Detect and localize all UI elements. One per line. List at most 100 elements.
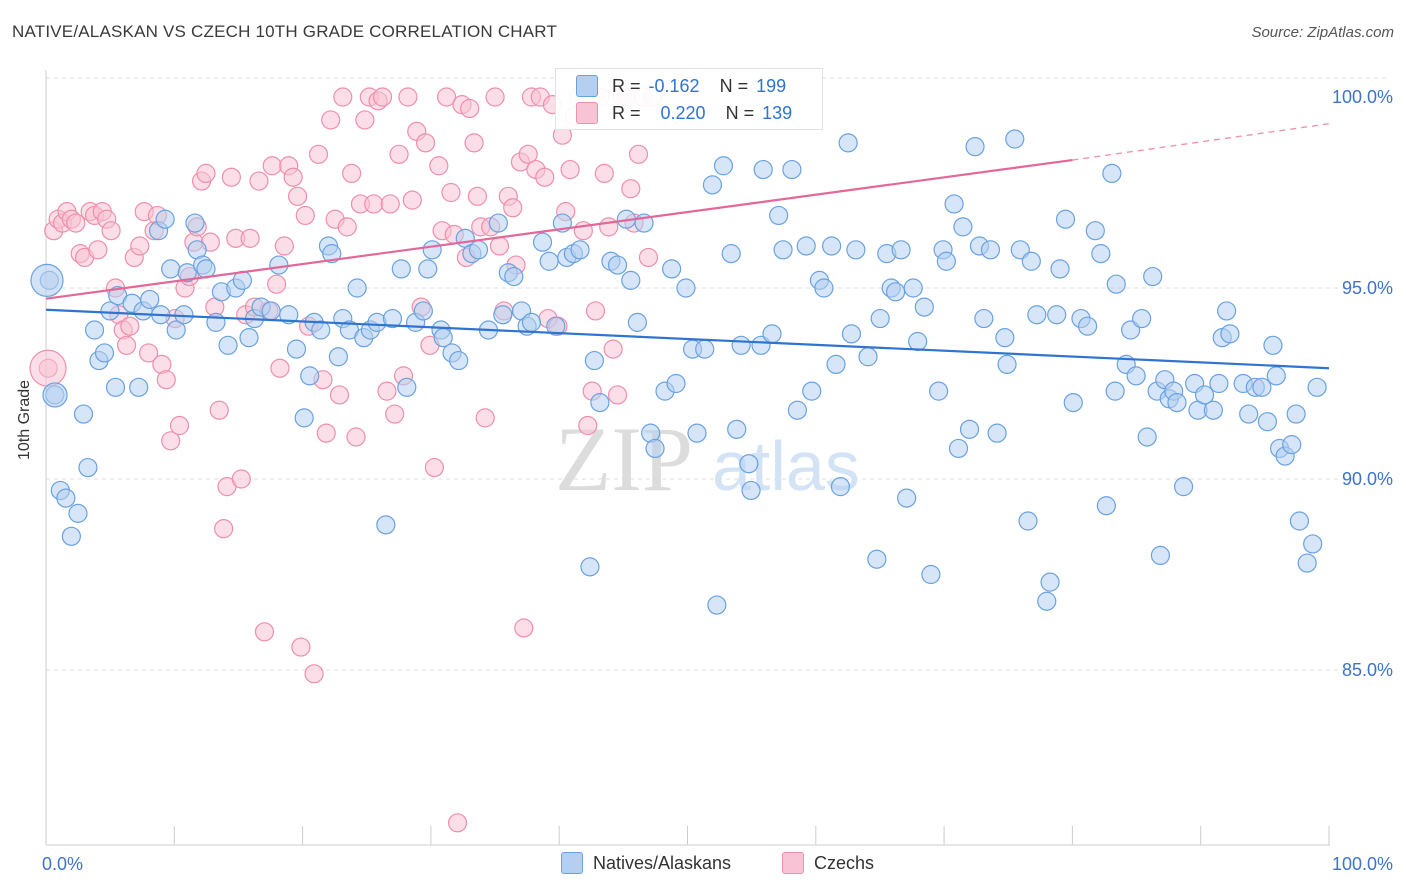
czechs-point bbox=[441, 182, 461, 203]
natives-point bbox=[1063, 393, 1083, 413]
natives-point bbox=[322, 244, 342, 264]
natives-point bbox=[1257, 412, 1278, 432]
czechs-point bbox=[316, 423, 336, 443]
natives-point bbox=[391, 259, 411, 279]
natives-point bbox=[1106, 274, 1126, 294]
natives-point bbox=[1173, 477, 1194, 497]
czechs-point bbox=[603, 339, 623, 359]
natives-point bbox=[286, 339, 307, 359]
natives-point bbox=[903, 278, 923, 298]
stats-n-value: 199 bbox=[756, 75, 787, 96]
natives-point bbox=[607, 255, 628, 275]
x-tick-label: 0.0% bbox=[42, 854, 83, 874]
natives-point bbox=[826, 354, 846, 374]
natives-point bbox=[1105, 381, 1125, 401]
natives-point bbox=[1137, 427, 1157, 447]
czechs-point bbox=[467, 186, 488, 206]
natives-point bbox=[974, 308, 994, 329]
natives-point bbox=[570, 240, 590, 260]
czechs-point bbox=[283, 167, 303, 187]
natives-point bbox=[422, 240, 442, 260]
natives-point bbox=[1220, 324, 1240, 344]
natives-point bbox=[1303, 534, 1323, 554]
czechs-point bbox=[489, 236, 510, 256]
natives-point bbox=[1282, 435, 1302, 455]
czechs-point bbox=[139, 343, 159, 363]
natives-point bbox=[218, 335, 238, 355]
bottom-legend: Natives/Alaskans Czechs bbox=[0, 850, 1406, 880]
natives-point bbox=[914, 297, 934, 317]
natives-point bbox=[773, 240, 793, 260]
czechs-point bbox=[436, 87, 457, 107]
czechs-point bbox=[308, 144, 329, 164]
natives-point bbox=[1077, 316, 1098, 336]
legend-item-natives: Natives/Alaskans bbox=[561, 852, 731, 874]
natives-point bbox=[796, 236, 816, 256]
natives-point bbox=[731, 335, 751, 355]
y-tick-label: 100.0% bbox=[1332, 87, 1393, 107]
czechs-point bbox=[249, 171, 269, 191]
czechs-point bbox=[287, 186, 308, 206]
natives-point bbox=[948, 438, 969, 459]
natives-point bbox=[185, 213, 205, 233]
stats-swatch-czechs bbox=[576, 102, 598, 124]
legend-item-czechs: Czechs bbox=[782, 852, 874, 874]
natives-point bbox=[721, 244, 741, 264]
czechs-point bbox=[295, 205, 315, 226]
czechs-point bbox=[429, 156, 449, 176]
natives-point bbox=[105, 377, 126, 397]
natives-point bbox=[713, 156, 734, 176]
czechs-point bbox=[560, 159, 580, 180]
natives-point bbox=[897, 488, 917, 508]
trend-lines bbox=[45, 123, 1330, 370]
natives-point bbox=[1102, 163, 1122, 183]
natives-point bbox=[782, 159, 802, 180]
natives-point bbox=[1266, 366, 1286, 386]
stats-n-label: N = bbox=[725, 102, 755, 123]
czechs-point bbox=[161, 431, 181, 451]
natives-point-large bbox=[30, 263, 64, 297]
natives-point bbox=[838, 133, 858, 153]
natives-point bbox=[822, 236, 842, 256]
natives-point bbox=[870, 308, 890, 329]
natives-point bbox=[261, 301, 281, 321]
natives-point bbox=[504, 266, 524, 287]
natives-point bbox=[702, 175, 723, 195]
stats-r-value: 0.220 bbox=[660, 102, 706, 123]
natives-point bbox=[707, 595, 727, 615]
czechs-point bbox=[116, 335, 137, 355]
natives-point bbox=[1307, 377, 1327, 397]
natives-point bbox=[84, 320, 105, 340]
source-label: Source: ZipAtlas.com bbox=[1251, 24, 1394, 41]
stats-legend: R = -0.162 N = 199 R = 0.220 N = 139 bbox=[555, 68, 823, 130]
czechs-point bbox=[464, 133, 484, 153]
natives-trend-line bbox=[45, 308, 1330, 370]
natives-point bbox=[161, 259, 181, 279]
natives-point bbox=[965, 137, 985, 157]
czechs-point bbox=[337, 217, 357, 237]
tick-labels: 100.0% 95.0% 90.0% 85.0% 0.0% 100.0% bbox=[42, 87, 1393, 874]
natives-point bbox=[787, 400, 808, 420]
natives-point bbox=[676, 278, 696, 298]
natives-point bbox=[1050, 259, 1070, 279]
natives-point bbox=[1194, 385, 1215, 405]
czechs-point bbox=[460, 98, 480, 119]
natives-point bbox=[532, 232, 553, 252]
czechs-point-large bbox=[29, 349, 67, 387]
czechs-point bbox=[372, 87, 393, 107]
natives-point bbox=[1209, 373, 1229, 394]
czechs-point bbox=[518, 144, 538, 164]
watermark: ZIP atlas bbox=[555, 408, 860, 510]
natives-point-large bbox=[42, 382, 68, 408]
czechs-point bbox=[485, 87, 505, 107]
natives-point bbox=[627, 312, 648, 332]
y-tick-label: 85.0% bbox=[1342, 660, 1393, 680]
czechs-point bbox=[333, 87, 353, 107]
czechs-point bbox=[424, 457, 444, 478]
natives-point bbox=[1167, 393, 1187, 413]
natives-point bbox=[929, 381, 949, 401]
natives-point bbox=[1047, 305, 1067, 325]
natives-point bbox=[921, 564, 941, 585]
czechs-point bbox=[169, 415, 190, 436]
